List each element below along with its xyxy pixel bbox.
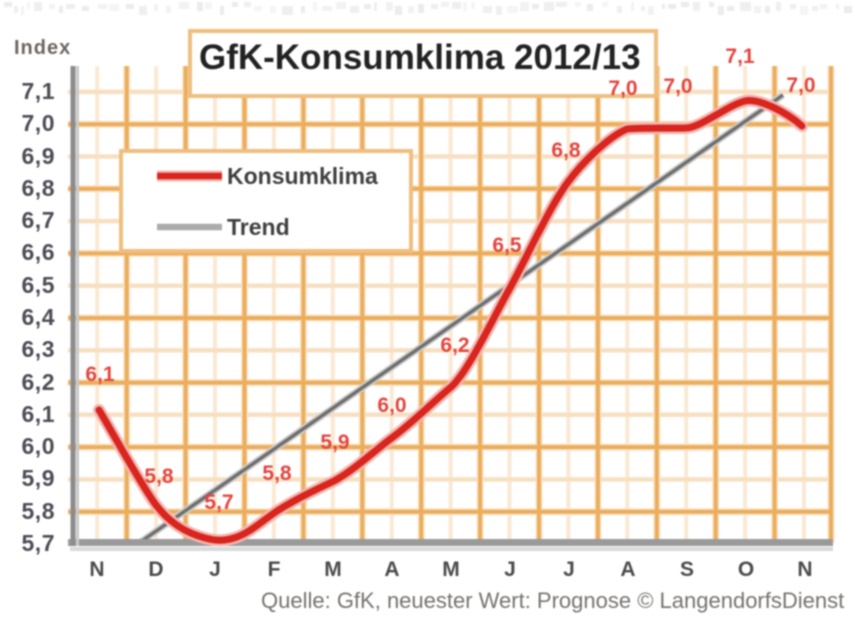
svg-text:6,6: 6,6 [22,239,55,265]
svg-text:5,7: 5,7 [22,530,55,556]
svg-text:M: M [442,558,460,581]
svg-text:7,0: 7,0 [663,75,692,98]
svg-text:Quelle: GfK, neuester Wert: Pr: Quelle: GfK, neuester Wert: Prognose © L… [261,588,844,613]
svg-text:5,8: 5,8 [262,462,292,485]
svg-text:GfK-Konsumklima 2012/13: GfK-Konsumklima 2012/13 [199,38,641,77]
svg-text:S: S [680,558,694,581]
svg-text:6,0: 6,0 [377,394,406,417]
svg-text:6,8: 6,8 [22,175,55,201]
svg-text:6,1: 6,1 [85,363,115,386]
svg-text:6,9: 6,9 [22,143,55,169]
svg-text:J: J [504,558,516,581]
svg-text:Konsumklima: Konsumklima [227,163,378,189]
svg-text:6,8: 6,8 [551,139,581,162]
svg-text:5,8: 5,8 [22,498,55,524]
svg-text:6,4: 6,4 [22,304,55,330]
svg-text:5,8: 5,8 [144,465,174,488]
svg-text:7,1: 7,1 [725,45,755,68]
svg-text:6,1: 6,1 [22,401,55,427]
svg-text:J: J [563,558,575,581]
svg-text:5,9: 5,9 [22,465,55,491]
svg-text:7,0: 7,0 [608,77,637,100]
svg-text:6,5: 6,5 [492,234,522,257]
svg-text:6,3: 6,3 [22,336,55,362]
svg-text:N: N [797,558,812,581]
svg-text:F: F [268,558,281,581]
svg-text:A: A [384,558,399,581]
svg-text:6,7: 6,7 [22,207,55,233]
svg-text:Index: Index [14,37,71,59]
svg-text:7,0: 7,0 [786,74,815,97]
svg-text:A: A [620,558,635,581]
svg-text:O: O [738,558,754,581]
svg-text:5,7: 5,7 [204,491,233,514]
svg-text:7,0: 7,0 [22,110,55,136]
svg-text:6,2: 6,2 [22,369,55,395]
svg-text:7,1: 7,1 [22,78,55,104]
svg-text:M: M [324,558,342,581]
svg-text:D: D [148,558,163,581]
svg-text:J: J [209,558,221,581]
svg-text:6,2: 6,2 [440,334,469,357]
svg-text:6,5: 6,5 [22,272,55,298]
svg-text:N: N [89,558,104,581]
svg-text:6,0: 6,0 [22,433,55,459]
svg-text:5,9: 5,9 [320,431,349,454]
svg-text:Trend: Trend [227,214,290,240]
